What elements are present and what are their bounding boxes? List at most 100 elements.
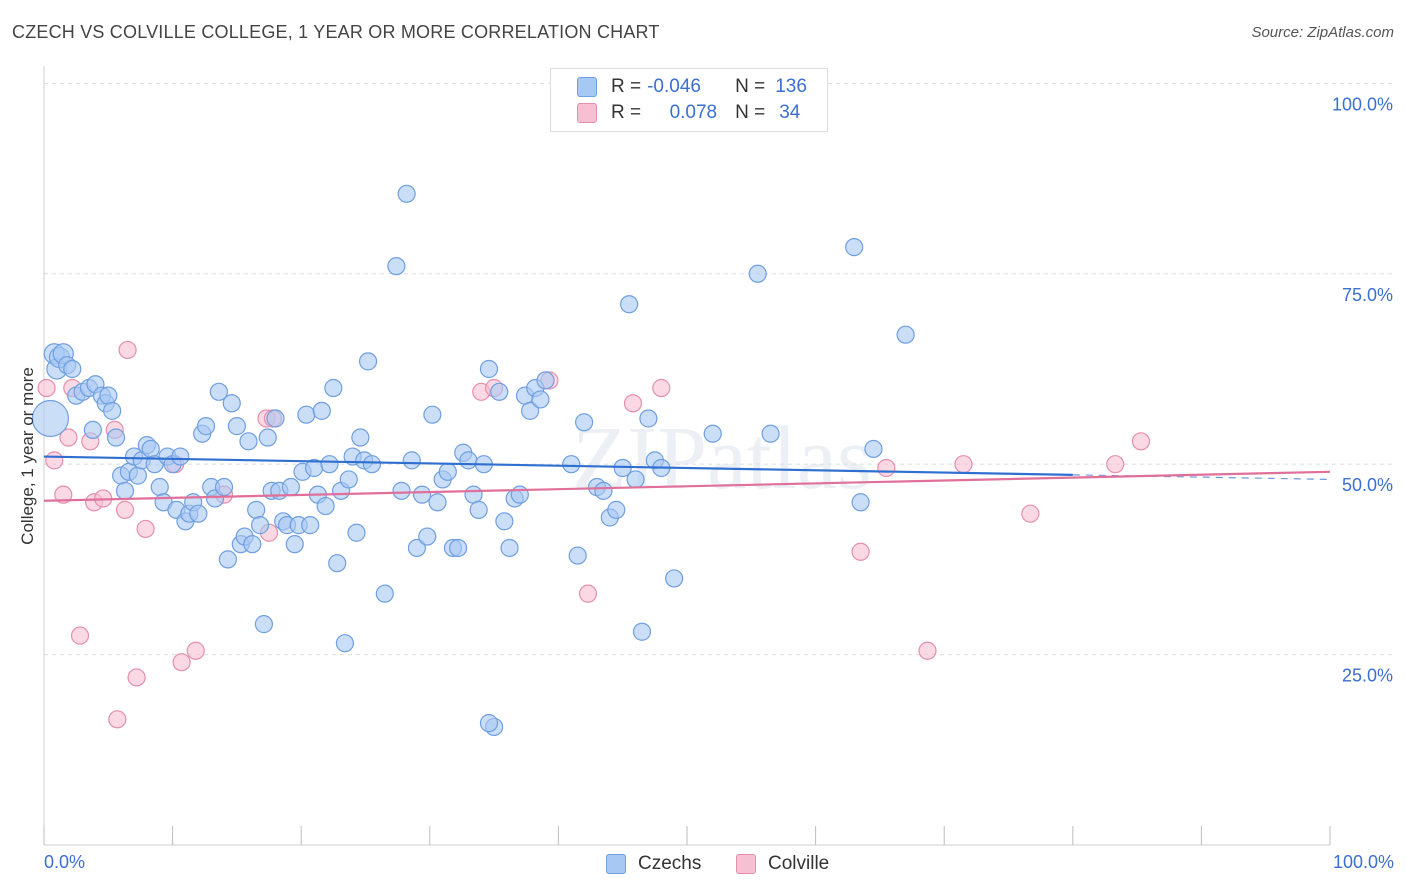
colville-point [37,378,56,398]
czechs-point [324,378,343,398]
czechs-point [495,512,514,531]
czechs-point [316,496,335,516]
czechs-point [243,535,262,554]
czechs-point [328,554,347,573]
bottom-legend-label: Colville [768,853,830,874]
legend-n-value: 34 [779,102,801,123]
colville-point [877,458,896,478]
czechs-point [227,417,246,436]
colville-point [127,668,146,687]
czechs-point [285,535,304,554]
czechs-point [639,409,658,428]
colville-point [54,485,73,504]
source-label: Source: ZipAtlas.com [1251,24,1394,41]
czechs-point [347,523,366,542]
czechs-point [297,405,316,424]
czechs-point [632,622,652,641]
colville-point [186,641,205,660]
colville-points [37,340,1151,729]
colville-point [45,451,64,470]
czechs-point [594,481,613,500]
czechs-point [562,455,581,474]
colville-point [118,340,137,360]
czechs-point [301,516,320,535]
czechs-point [626,470,645,489]
czechs-point [128,466,147,485]
czechs-point [845,238,864,257]
czechs-swatch [606,854,626,874]
czechs-point [748,264,767,283]
legend-row-czechs: R = -0.046 N = 136 [577,75,807,99]
czechs-point [536,371,555,390]
czechs-point [397,184,416,203]
czechs-point [607,500,626,519]
chart-title: CZECH VS COLVILLE COLLEGE, 1 YEAR OR MOR… [12,22,660,42]
legend-row-colville: R = 0.078 N = 34 [577,101,800,125]
czechs-point [423,405,442,424]
y-tick-label: 50.0% [1342,475,1393,495]
correlation-legend: R = -0.046 N = 136 R = 0.078 N = 34 [550,68,828,132]
czechs-point [196,417,216,436]
czechs-point [103,401,122,420]
czechs-point [339,470,358,489]
colville-point [623,394,643,413]
y-tick-label: 75.0% [1342,285,1393,305]
czechs-point [247,500,266,519]
czechs-point [375,584,394,603]
czechs-point [254,615,274,634]
colville-point [59,428,78,447]
colville-swatch [577,103,597,123]
y-tick-labels: 25.0% 50.0% 75.0% 100.0% [1332,94,1393,685]
czechs-point [402,451,421,470]
y-axis-label: College, 1 year or more [18,367,37,545]
czechs-point [448,538,468,558]
czechs-point [761,424,780,443]
czechs-point [83,420,102,440]
czechs-point [214,477,234,497]
bottom-legend-label: Czechs [638,853,702,874]
y-tick-label: 25.0% [1342,666,1393,686]
czechs-point [464,485,483,504]
colville-point [1131,432,1151,451]
czechs-point [106,428,126,447]
colville-point [108,710,127,729]
czechs-point [479,714,499,733]
czechs-point [209,382,228,401]
czechs-point [575,413,594,432]
colville-point [578,584,598,603]
czechs-point [864,439,883,459]
colville-point [172,653,191,672]
colville-trend-line [43,470,1331,502]
x-tick-label-max: 100.0% [1332,852,1394,872]
czechs-point [387,257,406,276]
legend-n-label: N = [735,76,766,97]
czechs-point [171,447,190,466]
czechs-point [222,394,241,413]
czechs-point [258,428,277,447]
czechs-point [412,485,432,504]
colville-point [918,641,937,660]
gridlines [44,82,1392,656]
czechs-point [703,424,722,443]
czechs-point [358,352,378,371]
czechs-point [239,432,258,451]
czechs-point [479,359,499,379]
czechs-point [115,481,135,500]
czechs-point [63,359,82,379]
czechs-point [31,399,70,438]
legend-n-value: 136 [775,76,807,97]
czechs-point [250,516,270,535]
watermark: ZIPatlas [572,409,872,508]
colville-point [851,542,870,561]
colville-point [652,378,671,398]
czechs-point [531,390,550,409]
legend-r-label: R = [611,102,642,123]
czechs-point [218,550,237,569]
axes [43,66,1331,846]
czechs-point [851,493,870,512]
czechs-point [266,409,285,428]
czechs-point [568,546,587,565]
colville-point [1106,455,1125,474]
czechs-point [620,295,639,314]
czechs-point [407,538,427,558]
